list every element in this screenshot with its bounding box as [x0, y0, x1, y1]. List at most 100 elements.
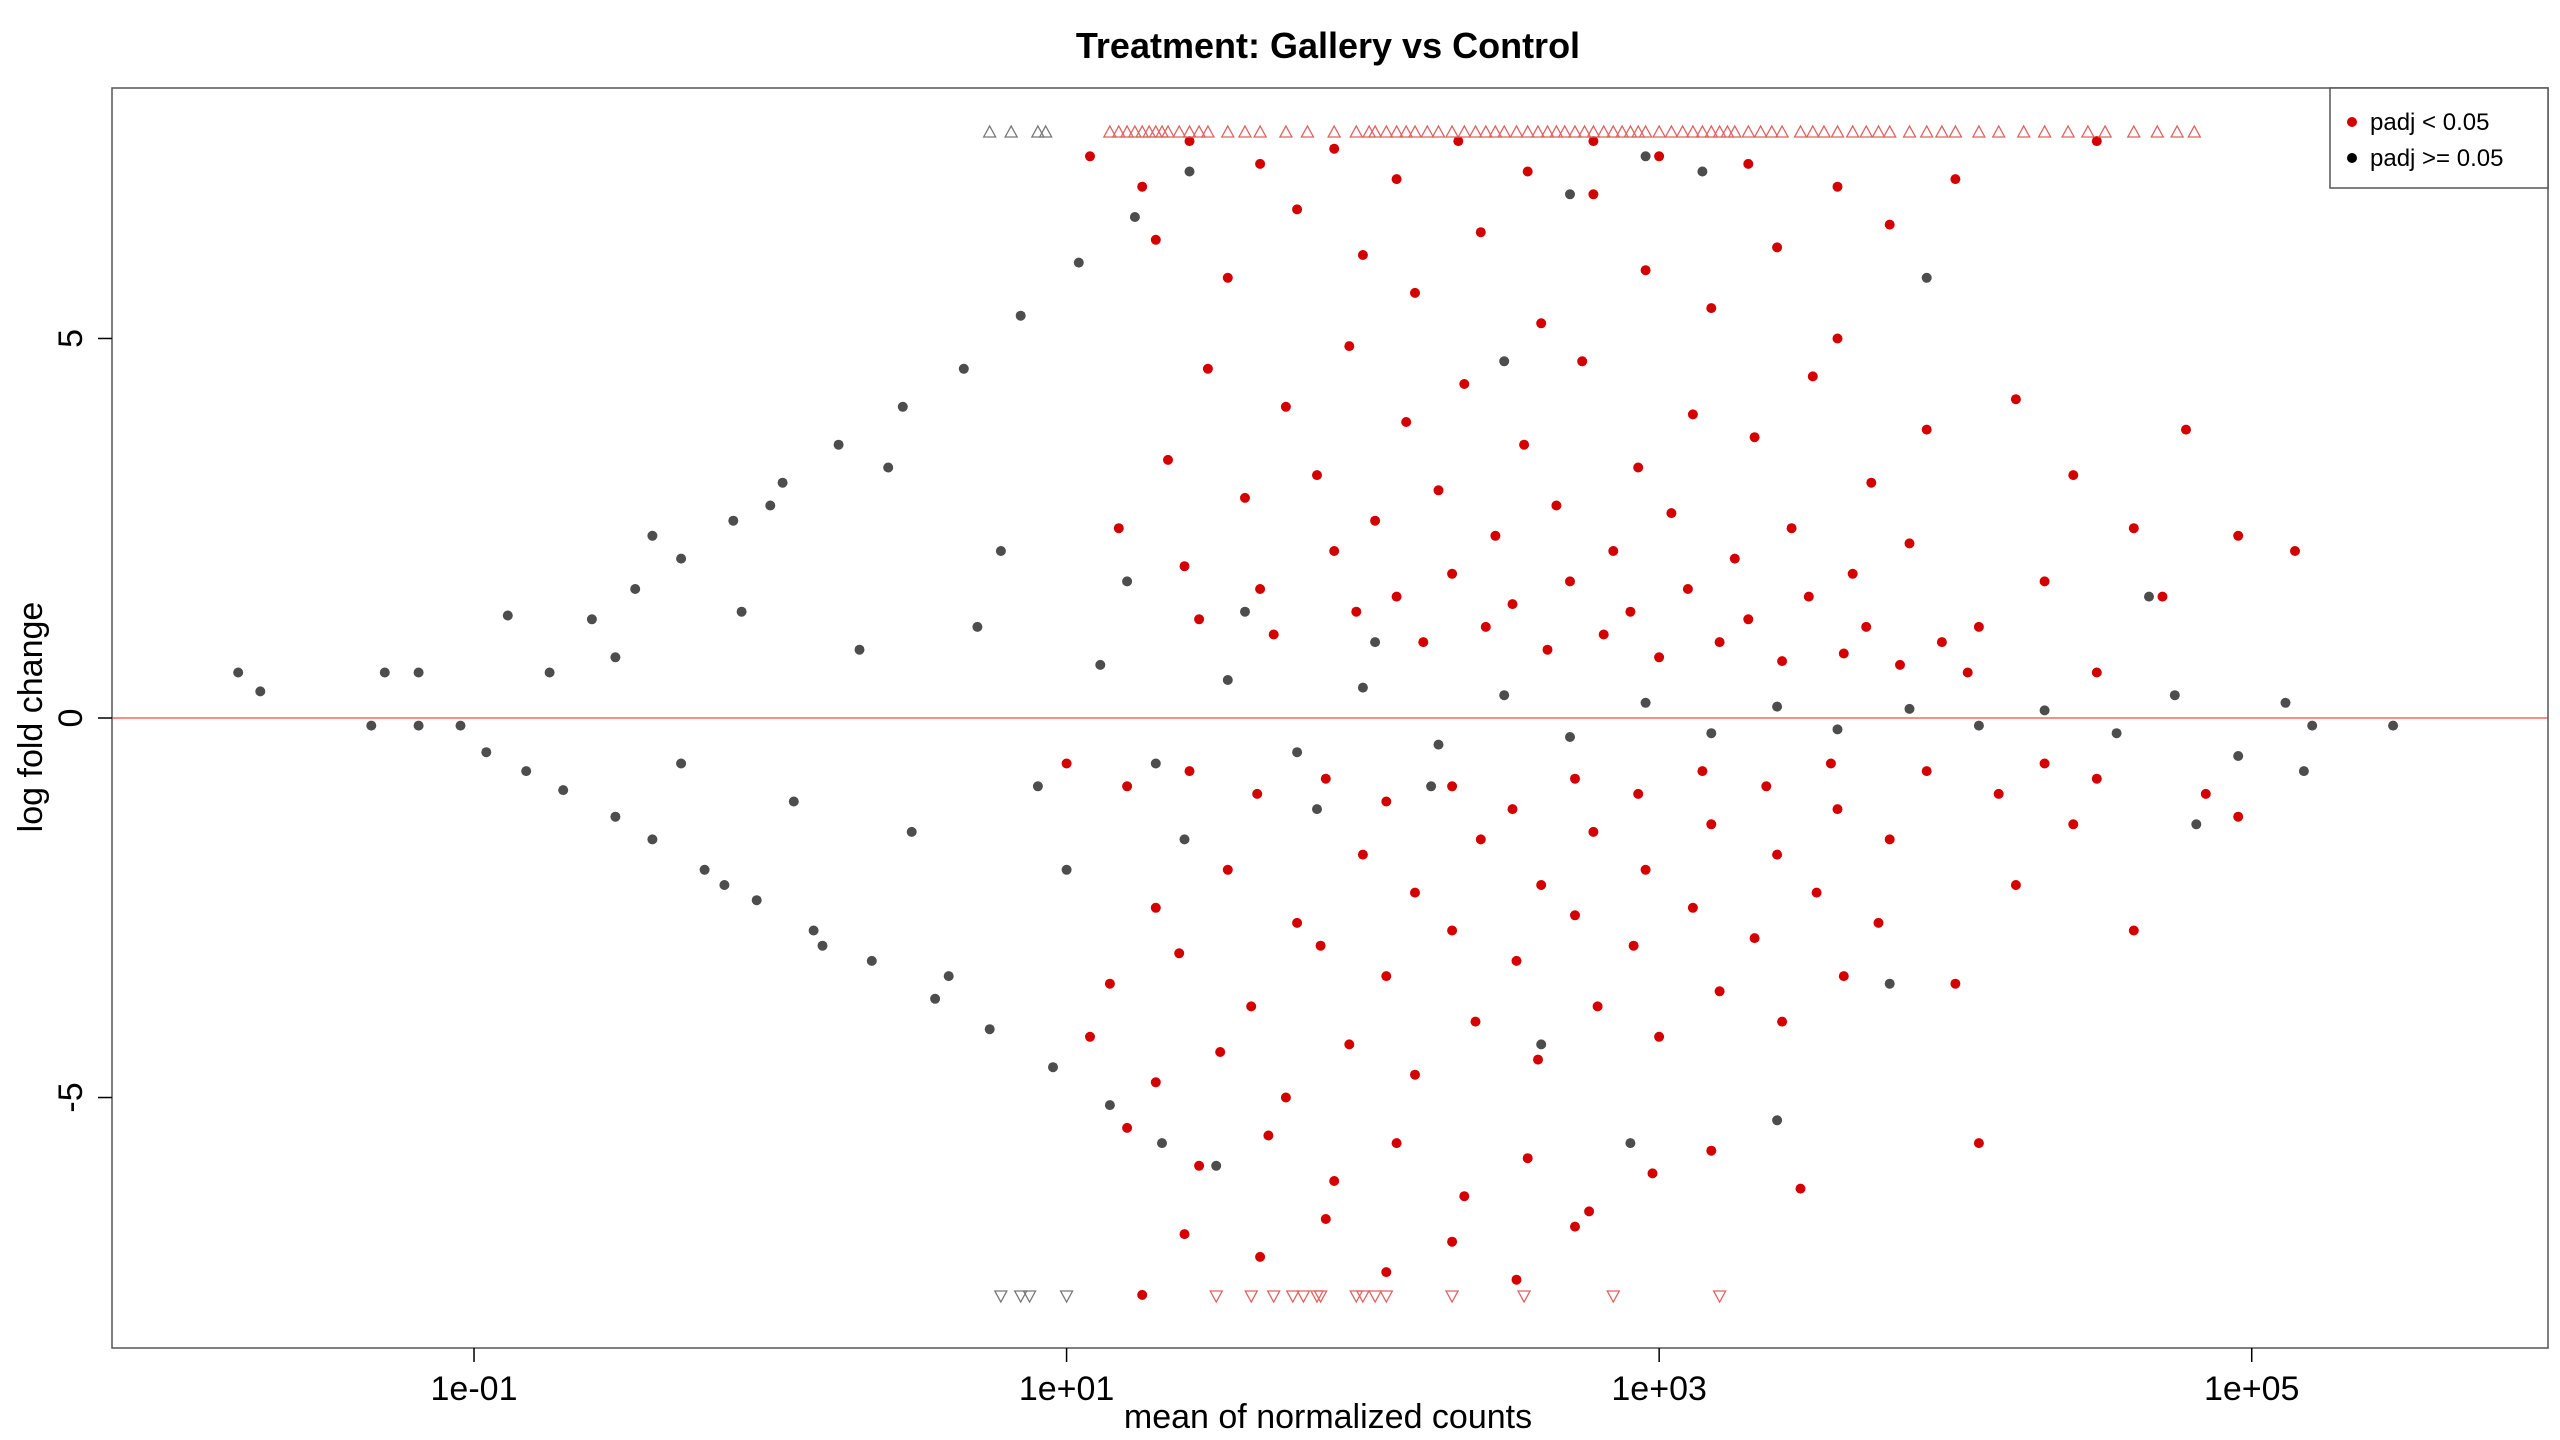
- data-point-sig: [1832, 804, 1843, 815]
- data-point-sig: [1255, 1251, 1266, 1262]
- data-point-sig: [1184, 766, 1195, 777]
- data-point-sig: [2010, 394, 2021, 405]
- data-point-ns: [984, 1024, 995, 1035]
- data-point-ns: [719, 880, 730, 890]
- data-point-ns: [1073, 257, 1084, 268]
- data-point-sig: [1490, 530, 1501, 541]
- clipped-up-marker-sig: [1882, 124, 1897, 138]
- clipped-up-marker-sig: [1127, 124, 1142, 138]
- data-point-ns: [502, 610, 513, 621]
- data-point-sig: [1873, 917, 1884, 928]
- clipped-down-marker-sig: [1444, 1290, 1460, 1304]
- data-point-sig: [1772, 242, 1783, 253]
- data-point-sig: [1832, 333, 1843, 344]
- data-point-ns: [413, 720, 424, 731]
- data-point-sig: [1240, 492, 1250, 503]
- data-point-sig: [1122, 1122, 1133, 1133]
- clipped-up-marker-sig: [1420, 124, 1435, 138]
- data-point-ns: [455, 720, 466, 731]
- data-point-ns: [736, 606, 747, 617]
- data-point-sig: [1511, 955, 1522, 966]
- data-point-sig: [1570, 773, 1580, 784]
- data-point-ns: [817, 940, 828, 951]
- data-point-sig: [1263, 1130, 1274, 1141]
- legend-label-padj-not-significant: padj >= 0.05: [2370, 145, 2503, 172]
- data-point-sig: [1447, 568, 1458, 579]
- data-point-sig: [1344, 1039, 1355, 1050]
- data-point-sig: [1344, 341, 1355, 352]
- data-point-sig: [1137, 181, 1148, 192]
- data-point-sig: [1381, 796, 1392, 807]
- data-point-sig: [1522, 1153, 1533, 1164]
- data-point-ns: [2039, 705, 2050, 716]
- data-point-sig: [1447, 1236, 1458, 1247]
- data-point-sig: [2039, 576, 2050, 587]
- data-point-ns: [610, 811, 621, 822]
- data-point-sig: [1447, 781, 1458, 792]
- data-point-ns: [1357, 682, 1368, 693]
- data-point-ns: [1312, 804, 1322, 815]
- data-point-ns: [255, 686, 266, 697]
- clipped-up-marker-sig: [1444, 124, 1460, 138]
- data-point-ns: [883, 462, 894, 473]
- data-point-sig: [1861, 621, 1872, 632]
- data-point-ns: [1370, 637, 1381, 648]
- clipped-up-marker-sig: [1948, 124, 1963, 138]
- data-point-ns: [2191, 819, 2202, 830]
- data-point-sig: [2233, 530, 2244, 541]
- clipped-up-marker-sig: [1520, 124, 1535, 138]
- data-point-sig: [1329, 1176, 1340, 1186]
- data-point-sig: [1706, 303, 1717, 314]
- data-point-sig: [2039, 758, 2050, 769]
- data-point-sig: [1697, 766, 1708, 777]
- data-point-ns: [1921, 272, 1932, 283]
- clipped-down-marker-sig: [1712, 1290, 1727, 1304]
- data-point-sig: [2128, 523, 2139, 534]
- data-point-sig: [1884, 219, 1895, 230]
- data-point-sig: [1391, 591, 1402, 602]
- clipped-up-marker-sig: [1468, 124, 1483, 138]
- clipped-up-marker-sig: [1919, 124, 1934, 138]
- data-point-ns: [1184, 166, 1195, 177]
- data-point-ns: [1240, 606, 1250, 617]
- data-point-sig: [1370, 515, 1381, 526]
- data-point-sig: [1410, 287, 1420, 298]
- y-axis-label: log fold change: [12, 602, 50, 833]
- data-point-sig: [1312, 470, 1322, 481]
- data-point-sig: [1418, 637, 1429, 648]
- data-point-sig: [1320, 773, 1331, 784]
- clipped-down-marker-sig: [1244, 1290, 1259, 1304]
- data-point-sig: [1255, 584, 1266, 594]
- data-point-ns: [1095, 659, 1106, 670]
- clipped-up-marker-ns: [982, 124, 997, 138]
- data-point-ns: [1625, 1138, 1636, 1149]
- clipped-up-marker-sig: [1160, 124, 1176, 138]
- data-point-sig: [1950, 978, 1961, 989]
- data-point-sig: [1113, 523, 1124, 534]
- clipped-up-marker-sig: [1488, 124, 1503, 138]
- data-point-sig: [1410, 887, 1420, 898]
- data-point-sig: [1743, 158, 1754, 169]
- clipped-up-marker-sig: [1871, 124, 1886, 138]
- data-point-ns: [808, 925, 819, 936]
- clipped-up-marker-sig: [1623, 124, 1638, 138]
- y-tick-label: 5: [52, 329, 90, 348]
- clipped-up-marker-sig: [1327, 124, 1342, 138]
- clipped-up-marker-sig: [1278, 124, 1294, 138]
- data-point-sig: [1150, 902, 1161, 913]
- data-point-sig: [1351, 606, 1362, 617]
- data-point-sig: [1222, 272, 1233, 283]
- clipped-up-marker-sig: [1615, 124, 1630, 138]
- clipped-down-marker-ns: [1022, 1290, 1037, 1304]
- clipped-up-marker-sig: [1457, 124, 1472, 138]
- data-point-ns: [943, 971, 954, 982]
- data-point-sig: [1215, 1047, 1226, 1057]
- data-point-ns: [1499, 690, 1510, 701]
- data-point-ns: [1772, 1115, 1783, 1126]
- data-point-sig: [1137, 1289, 1148, 1300]
- data-point-ns: [1697, 166, 1708, 177]
- data-point-ns: [930, 993, 941, 1004]
- data-point-sig: [1329, 143, 1340, 154]
- data-point-ns: [647, 834, 658, 845]
- data-point-ns: [1904, 703, 1915, 714]
